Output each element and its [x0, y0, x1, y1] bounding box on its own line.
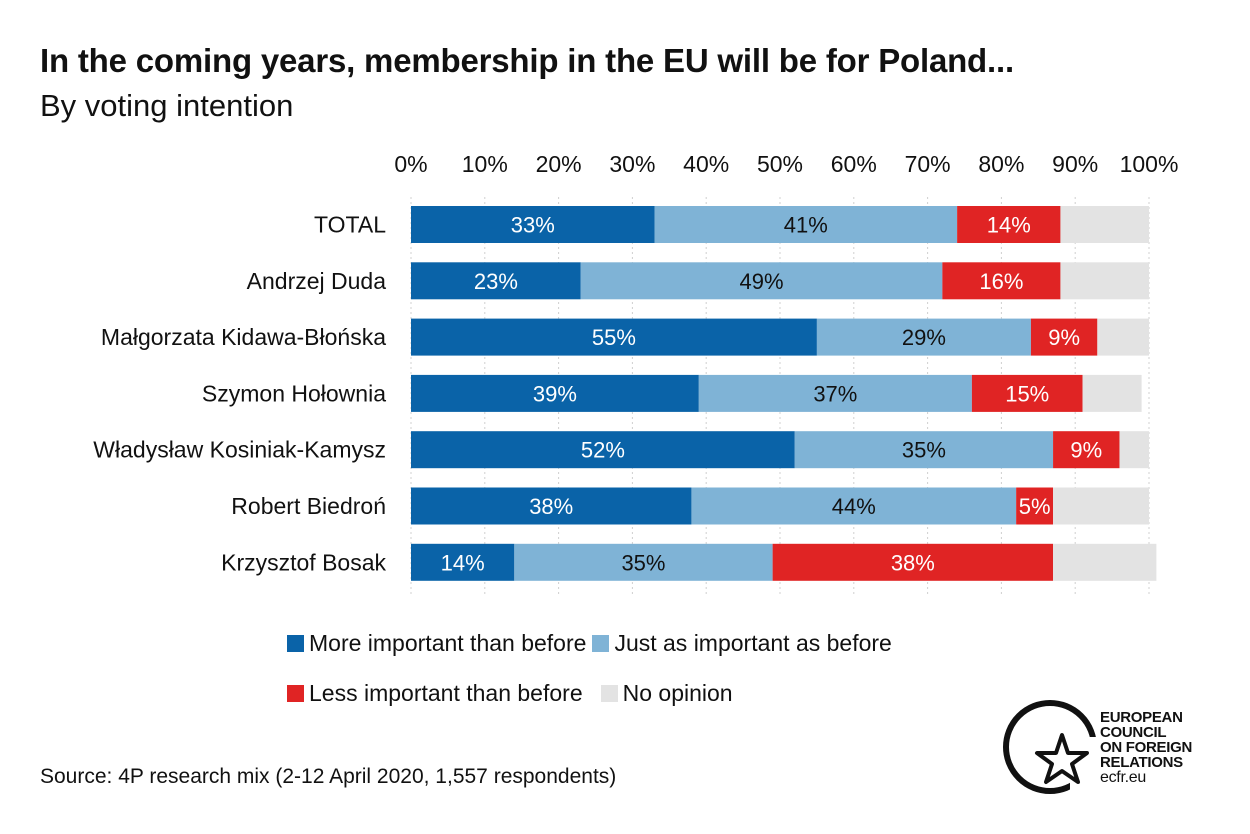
bar-segment [1082, 374, 1142, 412]
bar-segment [580, 262, 943, 300]
logo-line-3: ON FOREIGN [1100, 739, 1193, 756]
bar-segment [942, 262, 1061, 300]
logo-line-2: COUNCIL [1100, 724, 1167, 741]
category-label: Robert Biedroń [231, 493, 386, 519]
bar-segment [654, 206, 958, 243]
data-label: 14% [441, 550, 485, 575]
data-label: 35% [621, 550, 665, 575]
bar-segment [1053, 543, 1157, 581]
bar-segment [411, 262, 581, 300]
data-label: 5% [1019, 494, 1051, 519]
category-label: Andrzej Duda [247, 268, 387, 294]
x-tick-label: 60% [831, 151, 877, 177]
logo-line-4: RELATIONS [1100, 754, 1183, 771]
data-label: 9% [1048, 325, 1080, 350]
legend-label-none: No opinion [622, 680, 733, 706]
legend-item-same: Just as important as before [592, 630, 892, 657]
bar-segment [411, 318, 817, 356]
bar-segment [816, 318, 1031, 356]
logo-line-1: EUROPEAN [1100, 709, 1183, 726]
legend-swatch-same [592, 635, 610, 652]
logo-text: EUROPEAN COUNCIL ON FOREIGN RELATIONS ec… [1100, 709, 1193, 786]
bar-segment [1053, 487, 1149, 525]
legend-label-more: More important than before [309, 630, 587, 656]
bar-segment [1016, 487, 1054, 525]
bar-segment [411, 431, 795, 469]
data-label: 23% [474, 269, 518, 294]
bar-segment [1119, 431, 1149, 469]
legend-label-same: Just as important as before [614, 630, 892, 656]
legend-row-2: Less important than before No opinion [287, 680, 739, 707]
stacked-bar-chart: 0% 10% 20% 30% 40% 50% 60% 70% 80% 90% 100% TOTAL 33… [93, 151, 1179, 594]
legend-item-more: More important than before [287, 630, 586, 657]
bar-segment [794, 431, 1054, 469]
bar-segment [1060, 262, 1149, 300]
legend-label-less: Less important than before [309, 680, 583, 706]
data-label: 33% [511, 213, 555, 238]
chart-title: In the coming years, membership in the E… [40, 42, 1014, 79]
data-label: 16% [979, 269, 1023, 294]
data-label: 35% [902, 438, 946, 463]
ecfr-logo: EUROPEAN COUNCIL ON FOREIGN RELATIONS ec… [1000, 697, 1215, 802]
data-label: 52% [581, 438, 625, 463]
bar-segment [772, 543, 1054, 581]
x-tick-label: 80% [978, 151, 1024, 177]
x-tick-label: 50% [757, 151, 803, 177]
bar-segment [411, 374, 699, 412]
legend-swatch-none [600, 685, 618, 702]
data-label: 14% [987, 213, 1031, 238]
category-label: Szymon Hołownia [202, 380, 386, 406]
x-tick-label: 10% [462, 151, 508, 177]
bar-segment [1097, 318, 1149, 356]
bar-segment [1053, 431, 1120, 469]
legend-swatch-less [287, 685, 304, 702]
legend-item-none: No opinion [600, 680, 733, 707]
x-tick-label: 100% [1120, 151, 1179, 177]
legend-swatch-more [287, 635, 304, 652]
star-circle-icon [1003, 700, 1100, 794]
data-label: 38% [529, 494, 573, 519]
data-label: 37% [813, 381, 857, 406]
chart-subtitle: By voting intention [40, 88, 294, 123]
x-tick-label: 40% [683, 151, 729, 177]
data-label: 9% [1070, 438, 1102, 463]
data-label: 15% [1005, 381, 1049, 406]
bar-segment [411, 543, 515, 581]
x-tick-label: 30% [609, 151, 655, 177]
bar-segment [411, 206, 655, 243]
bar-segment [971, 374, 1083, 412]
bar-segment [957, 206, 1061, 243]
data-label: 39% [533, 381, 577, 406]
bar-segment [1030, 318, 1098, 356]
source-note: Source: 4P research mix (2-12 April 2020… [40, 765, 617, 788]
category-label: Krzysztof Bosak [221, 549, 386, 575]
data-label: 29% [902, 325, 946, 350]
bar-segment [411, 487, 692, 525]
data-label: 44% [832, 494, 876, 519]
x-tick-label: 0% [394, 151, 427, 177]
bar-segment [691, 487, 1017, 525]
bar-segment [698, 374, 972, 412]
data-label: 49% [740, 269, 784, 294]
category-label: Małgorzata Kidawa-Błońska [101, 324, 386, 350]
category-label: TOTAL [314, 212, 386, 238]
legend-item-less: Less important than before [287, 680, 583, 707]
bar-segment [1060, 206, 1149, 243]
legend-row-1: More important than before Just as impor… [287, 630, 898, 657]
category-label: Władysław Kosiniak-Kamysz [93, 437, 386, 463]
bar-segment [514, 543, 773, 581]
data-label: 55% [592, 325, 636, 350]
x-tick-label: 70% [905, 151, 951, 177]
data-label: 41% [784, 213, 828, 238]
data-label: 38% [891, 550, 935, 575]
x-tick-label: 90% [1052, 151, 1098, 177]
x-tick-label: 20% [536, 151, 582, 177]
logo-url: ecfr.eu [1100, 769, 1146, 786]
